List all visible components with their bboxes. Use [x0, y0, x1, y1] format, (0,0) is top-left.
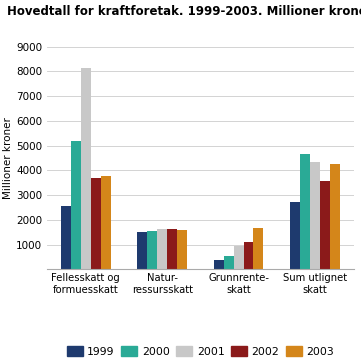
- Bar: [157, 229, 167, 269]
- Bar: [177, 230, 187, 269]
- Bar: [147, 231, 157, 269]
- Bar: [224, 256, 234, 269]
- Bar: [61, 206, 71, 269]
- Bar: [214, 260, 224, 269]
- Text: Hovedtall for kraftforetak. 1999-2003. Millioner kroner: Hovedtall for kraftforetak. 1999-2003. M…: [7, 5, 361, 18]
- Bar: [290, 202, 300, 269]
- Bar: [300, 154, 310, 269]
- Bar: [101, 176, 110, 269]
- Bar: [71, 141, 81, 269]
- Bar: [167, 229, 177, 269]
- Bar: [253, 228, 264, 269]
- Bar: [310, 162, 320, 269]
- Bar: [244, 242, 253, 269]
- Legend: 1999, 2000, 2001, 2002, 2003: 1999, 2000, 2001, 2002, 2003: [66, 346, 334, 357]
- Bar: [320, 181, 330, 269]
- Y-axis label: Millioner kroner: Millioner kroner: [3, 117, 13, 199]
- Bar: [330, 164, 340, 269]
- Bar: [234, 246, 244, 269]
- Bar: [91, 178, 101, 269]
- Bar: [137, 232, 147, 269]
- Bar: [81, 69, 91, 269]
